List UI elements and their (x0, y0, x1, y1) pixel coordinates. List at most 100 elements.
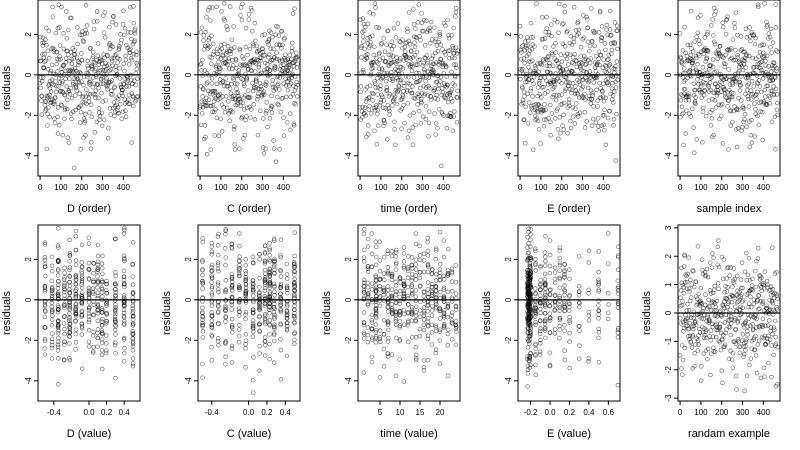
data-point (239, 17, 245, 23)
data-point (753, 56, 759, 61)
y-axis-label: residuals (321, 65, 333, 110)
data-point (598, 95, 604, 100)
data-point (278, 296, 283, 301)
data-point (533, 306, 538, 311)
data-point (91, 302, 96, 307)
data-point (679, 59, 684, 64)
data-point (538, 287, 543, 292)
data-point (95, 278, 101, 284)
data-point (411, 22, 417, 27)
data-point (615, 301, 621, 306)
data-point (742, 388, 747, 394)
data-point (51, 99, 57, 105)
data-point (445, 343, 451, 348)
data-point (547, 263, 553, 269)
data-point (438, 42, 443, 47)
data-point (442, 277, 447, 282)
data-point (445, 273, 450, 278)
data-point (104, 310, 109, 316)
y-tick-label: 0 (184, 297, 193, 302)
data-point (429, 288, 435, 294)
data-point (767, 101, 773, 106)
data-point (729, 299, 735, 305)
data-point (691, 150, 697, 156)
data-point (389, 272, 395, 277)
data-point (72, 52, 78, 57)
data-point (686, 69, 691, 74)
data-point (292, 284, 298, 289)
data-point (411, 110, 416, 116)
data-point (278, 268, 284, 274)
data-point (542, 254, 548, 260)
data-point (696, 291, 702, 297)
data-point (599, 35, 604, 40)
data-point (250, 278, 256, 283)
data-point (706, 98, 712, 103)
data-point (289, 48, 295, 54)
data-point (711, 255, 716, 261)
data-point (536, 109, 541, 115)
data-point (238, 99, 243, 105)
data-point (95, 262, 100, 267)
data-point (581, 68, 586, 74)
data-point (294, 50, 299, 56)
data-point (229, 323, 235, 328)
y-axis-label: residuals (1, 290, 13, 335)
data-point (130, 339, 136, 344)
data-point (270, 77, 275, 83)
data-point (422, 69, 428, 75)
data-point (567, 365, 572, 371)
data-point (369, 320, 375, 325)
data-point (454, 65, 459, 71)
data-point (358, 89, 363, 95)
data-point (556, 1, 562, 7)
data-point (740, 305, 745, 311)
data-point (361, 277, 367, 283)
data-point (612, 20, 618, 25)
data-point (130, 343, 136, 349)
data-point (585, 39, 591, 45)
data-point (552, 17, 558, 23)
data-point (425, 93, 431, 98)
data-point (44, 25, 49, 31)
data-point (741, 325, 747, 330)
data-point (724, 289, 730, 294)
data-point (765, 22, 770, 28)
data-point (85, 58, 90, 64)
data-point (198, 29, 204, 35)
data-point (742, 49, 748, 55)
data-point (365, 291, 371, 297)
data-point (423, 104, 429, 109)
data-point (553, 41, 558, 46)
data-point (437, 277, 442, 283)
data-point (612, 41, 618, 47)
data-point (730, 284, 735, 289)
data-point (373, 277, 379, 283)
data-point (395, 88, 401, 94)
data-point (393, 35, 399, 40)
data-point (257, 285, 262, 290)
data-point (397, 58, 402, 63)
data-point (433, 347, 439, 352)
data-point (433, 323, 439, 329)
data-point (721, 55, 726, 61)
data-point (56, 339, 61, 345)
data-point (42, 338, 48, 344)
data-point (131, 4, 136, 9)
data-point (113, 281, 118, 287)
data-point (364, 56, 370, 61)
data-point (417, 308, 423, 313)
data-point (709, 115, 715, 121)
data-point (99, 330, 105, 335)
data-point (104, 281, 110, 287)
data-point (243, 281, 249, 287)
data-point (528, 362, 533, 368)
data-point (381, 364, 387, 369)
data-point (705, 32, 710, 37)
data-point (121, 231, 127, 236)
data-point (385, 284, 391, 289)
data-point (210, 5, 215, 10)
data-point (86, 260, 92, 266)
